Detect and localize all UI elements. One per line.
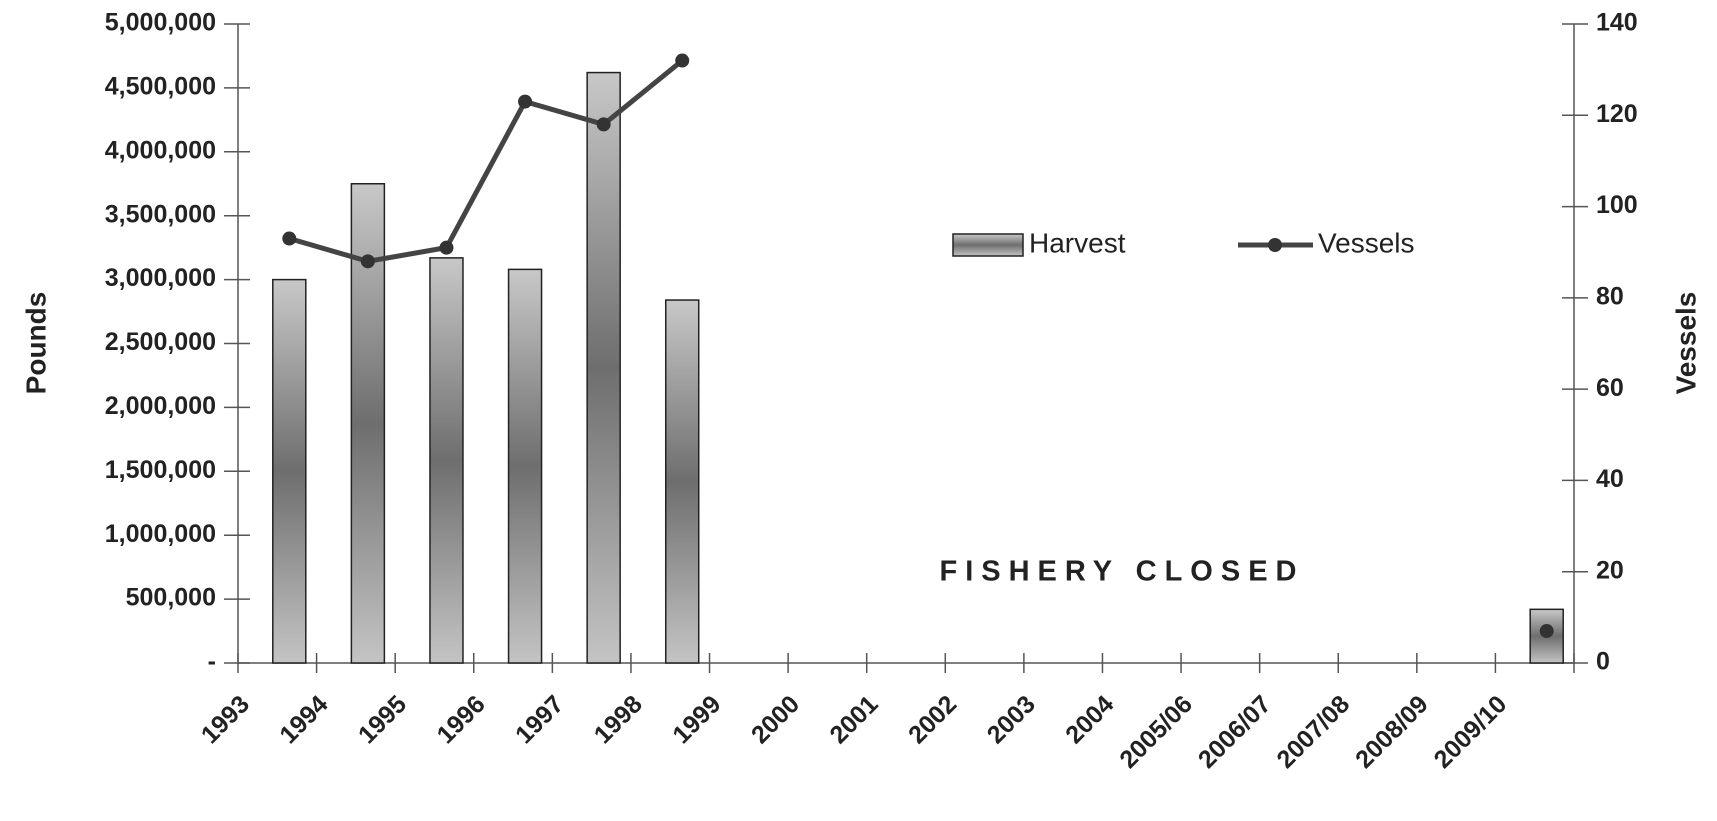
y-tick-label: 2,000,000 — [105, 392, 216, 420]
line-marker — [596, 117, 611, 132]
x-tick-label: 1994 — [274, 690, 333, 749]
bar — [507, 268, 543, 664]
line-marker — [439, 240, 454, 255]
x-tick-label: 2005/06 — [1114, 690, 1198, 774]
x-tick-label: 1996 — [432, 690, 491, 749]
bar — [272, 278, 307, 664]
y2-axis-label: Vessels — [1670, 292, 1701, 395]
x-tick-label: 2006/07 — [1193, 690, 1277, 774]
line — [288, 58, 684, 264]
y-tick-label: 500,000 — [126, 584, 216, 612]
y-axis-label: Pounds — [20, 292, 51, 395]
y-tick-label: 5,000,000 — [105, 9, 216, 37]
bar — [429, 257, 464, 664]
x-tick-label: 1993 — [196, 690, 255, 749]
line-marker — [675, 53, 690, 68]
legend-label: Vessels — [1318, 227, 1415, 258]
y2-tick-label: 120 — [1596, 100, 1638, 128]
x-tick-label: 2000 — [746, 690, 805, 749]
legend-swatch — [952, 233, 1024, 257]
x-tick-label: 1999 — [667, 690, 726, 749]
x-tick-label: 2004 — [1060, 690, 1119, 749]
x-tick-label: 2001 — [824, 690, 883, 749]
bar — [586, 71, 621, 664]
y2-tick-label: 60 — [1596, 374, 1624, 402]
y2-tick-label: 80 — [1596, 282, 1624, 310]
y-tick-label: - — [208, 648, 216, 676]
line-marker — [518, 94, 533, 109]
annotation: FISHERY CLOSED — [940, 556, 1305, 588]
x-tick-label: 1997 — [510, 690, 569, 749]
y2-tick-label: 40 — [1596, 465, 1624, 493]
y2-tick-label: 20 — [1596, 556, 1624, 584]
legend-label: Harvest — [1029, 227, 1126, 258]
y-tick-label: 1,500,000 — [105, 456, 216, 484]
bar — [664, 299, 700, 664]
y-tick-label: 2,500,000 — [105, 328, 216, 356]
x-tick-label: 1998 — [589, 690, 648, 749]
y2-tick-label: 0 — [1596, 648, 1610, 676]
y-tick-label: 3,500,000 — [105, 200, 216, 228]
x-tick-label: 1995 — [353, 690, 412, 749]
x-tick-label: 2009/10 — [1429, 690, 1513, 774]
y2-tick-label: 100 — [1596, 191, 1638, 219]
line-marker — [360, 254, 375, 269]
line-marker — [282, 231, 297, 246]
y2-tick-label: 140 — [1596, 9, 1638, 37]
legend-marker — [1268, 238, 1282, 252]
y-tick-label: 4,000,000 — [105, 136, 216, 164]
y-tick-label: 1,000,000 — [105, 520, 216, 548]
line-marker — [1539, 624, 1554, 639]
y-tick-label: 4,500,000 — [105, 73, 216, 101]
x-tick-label: 2008/09 — [1350, 690, 1434, 774]
x-tick-label: 2007/08 — [1271, 690, 1355, 774]
x-tick-label: 2003 — [982, 690, 1041, 749]
y-tick-label: 3,000,000 — [105, 264, 216, 292]
x-tick-label: 2002 — [903, 690, 962, 749]
